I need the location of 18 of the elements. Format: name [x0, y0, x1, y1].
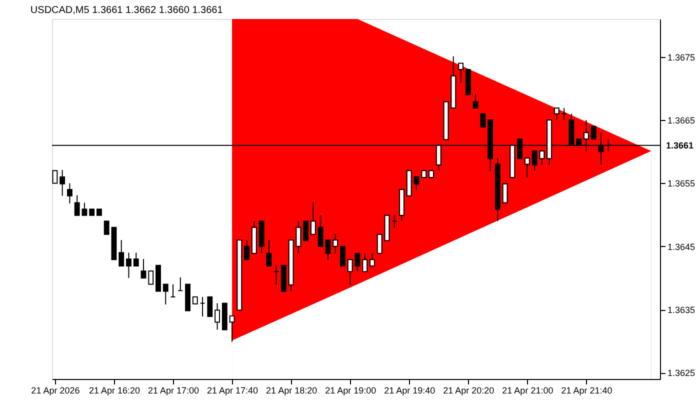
- x-tick-label: 21 Apr 16:20: [88, 386, 140, 396]
- x-tick-label: 21 Apr 20:20: [443, 386, 494, 396]
- ref-line-label: 1.3661: [666, 140, 694, 150]
- y-tick-label: 1.3655: [668, 178, 696, 189]
- x-tick-label: 21 Apr 17:00: [148, 386, 200, 396]
- x-tick-label: 21 Apr 18:20: [266, 386, 318, 396]
- y-tick-label: 1.3635: [668, 305, 696, 316]
- x-tick-label: 21 Apr 19:00: [325, 386, 376, 396]
- y-tick-label: 1.3645: [668, 242, 696, 252]
- x-tick-label: 21 Apr 17:40: [207, 386, 258, 396]
- chart-title: USDCAD,M5 1.3661 1.3662 1.3660 1.3661: [30, 5, 224, 16]
- y-tick-label: 1.3675: [668, 52, 696, 62]
- x-tick-label: 21 Apr 2026: [31, 386, 80, 396]
- x-tick-label: 21 Apr 21:00: [502, 386, 554, 396]
- y-tick-label: 1.3625: [668, 368, 696, 378]
- x-tick-label: 21 Apr 19:40: [384, 386, 436, 396]
- y-tick-label: 1.3665: [668, 116, 696, 126]
- x-tick-label: 21 Apr 21:40: [561, 386, 612, 396]
